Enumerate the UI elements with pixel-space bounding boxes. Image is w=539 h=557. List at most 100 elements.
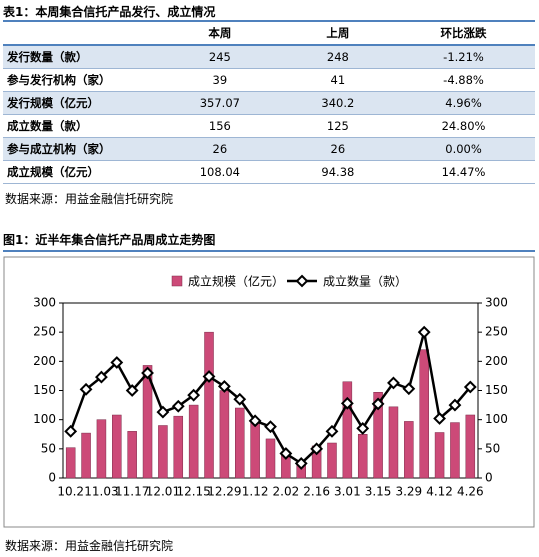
cell: 14.47% (392, 160, 535, 184)
x-tick-label: 3.01 (334, 485, 361, 499)
header-cell: 环比涨跌 (392, 22, 535, 46)
marker (264, 420, 277, 434)
header-cell (3, 22, 156, 46)
bar (65, 447, 76, 479)
y2-tick-label: 50 (485, 441, 500, 455)
marker (95, 370, 108, 384)
marker (417, 325, 431, 339)
bar (342, 381, 353, 479)
table-source: 数据来源：用益金融信托研究院 (5, 192, 174, 206)
marker (202, 370, 216, 383)
marker (463, 380, 477, 394)
marker (340, 396, 354, 410)
cell: 340.2 (283, 91, 393, 115)
y-tick-label: 100 (33, 412, 56, 426)
header-cell: 上周 (283, 22, 393, 46)
marker (141, 366, 154, 380)
bar (81, 432, 91, 479)
bar (158, 425, 168, 479)
bar (250, 422, 260, 479)
x-tick-label: 10.2 (57, 485, 84, 499)
marker (371, 397, 385, 411)
x-tick-label: 12.29 (207, 485, 241, 499)
cell: 24.80% (392, 114, 535, 138)
marker (387, 376, 400, 390)
bar (327, 442, 337, 479)
cell: 156 (156, 114, 284, 138)
x-tick-label: 2.02 (273, 485, 300, 499)
cell: 357.07 (156, 91, 284, 115)
header-row: 本周 上周 环比涨跌 (3, 22, 535, 46)
y-tick-label: 200 (33, 354, 56, 368)
table-row: 发行规模（亿元） 357.07 340.2 4.96% (3, 91, 535, 115)
table-row: 成立数量（款） 156 125 24.80% (3, 114, 535, 138)
bar (173, 415, 184, 479)
x-tick-label: 1.12 (242, 485, 269, 499)
bar (404, 421, 414, 479)
x-tick-label: 11.17 (115, 485, 149, 499)
marker (171, 399, 185, 413)
table: 本周 上周 环比涨跌 发行数量（款） 245 248 -1.21% 参与发行机构（家） 39 41… (3, 22, 535, 184)
y2-tick-label: 0 (485, 471, 493, 485)
y2-tick-label: 100 (485, 412, 508, 426)
marker (356, 422, 370, 435)
cell: 94.38 (283, 160, 393, 184)
marker (233, 392, 247, 406)
x-tick-label: 2.16 (303, 485, 330, 499)
cell: 125 (283, 114, 393, 138)
y2-tick-label: 250 (485, 325, 508, 339)
legend-label: 成立数量（款） (323, 274, 407, 289)
legend-swatch (295, 274, 309, 288)
cell: 39 (156, 68, 284, 92)
marker (325, 424, 339, 438)
chart-frame (3, 256, 535, 528)
bar (419, 349, 429, 479)
marker (294, 457, 308, 470)
table-title: 表1：本周集合信托产品发行、成立情况 (3, 5, 216, 19)
bar (142, 365, 153, 479)
figure-title: 图1：近半年集合信托产品周成立走势图 (3, 233, 216, 247)
marker (448, 398, 462, 412)
y2-tick-label: 300 (485, 296, 508, 310)
marker (110, 356, 124, 369)
bar (96, 419, 107, 479)
bar (450, 422, 460, 479)
marker (187, 388, 201, 402)
x-tick-label: 12.15 (176, 485, 210, 499)
y-tick-label: 50 (41, 441, 56, 455)
table-row: 发行数量（款） 245 248 -1.21% (3, 45, 535, 69)
cell: -1.21% (392, 45, 535, 69)
cell: 26 (283, 137, 393, 161)
x-tick-label: 3.15 (365, 485, 392, 499)
cell: 248 (283, 45, 393, 69)
x-tick-label: 3.29 (395, 485, 422, 499)
marker (217, 380, 231, 393)
table-row: 成立规模（亿元） 108.04 94.38 14.47% (3, 160, 535, 184)
bar (127, 431, 137, 479)
legend-label: 成立规模（亿元） (188, 274, 284, 289)
figure-source: 数据来源：用益金融信托研究院 (5, 539, 174, 553)
x-tick-label: 4.12 (426, 485, 453, 499)
bar (373, 392, 383, 479)
bar (388, 406, 399, 479)
bar (112, 414, 122, 479)
marker (433, 412, 446, 425)
y-tick-label: 0 (48, 471, 56, 485)
bar (204, 331, 214, 479)
y-tick-label: 300 (33, 296, 56, 310)
cell: 0.00% (392, 137, 535, 161)
rule (3, 250, 535, 252)
table-row: 参与发行机构（家） 39 41 -4.88% (3, 68, 535, 92)
cell: 108.04 (156, 160, 284, 184)
bar (434, 432, 445, 479)
bar (188, 404, 199, 479)
cell: -4.88% (392, 68, 535, 92)
bar (265, 438, 276, 479)
bar (219, 390, 230, 479)
y2-tick-label: 200 (485, 354, 508, 368)
rule (3, 20, 535, 22)
marker (279, 447, 293, 460)
row-label: 发行规模（亿元） (3, 91, 156, 115)
x-tick-label: 12.01 (146, 485, 180, 499)
